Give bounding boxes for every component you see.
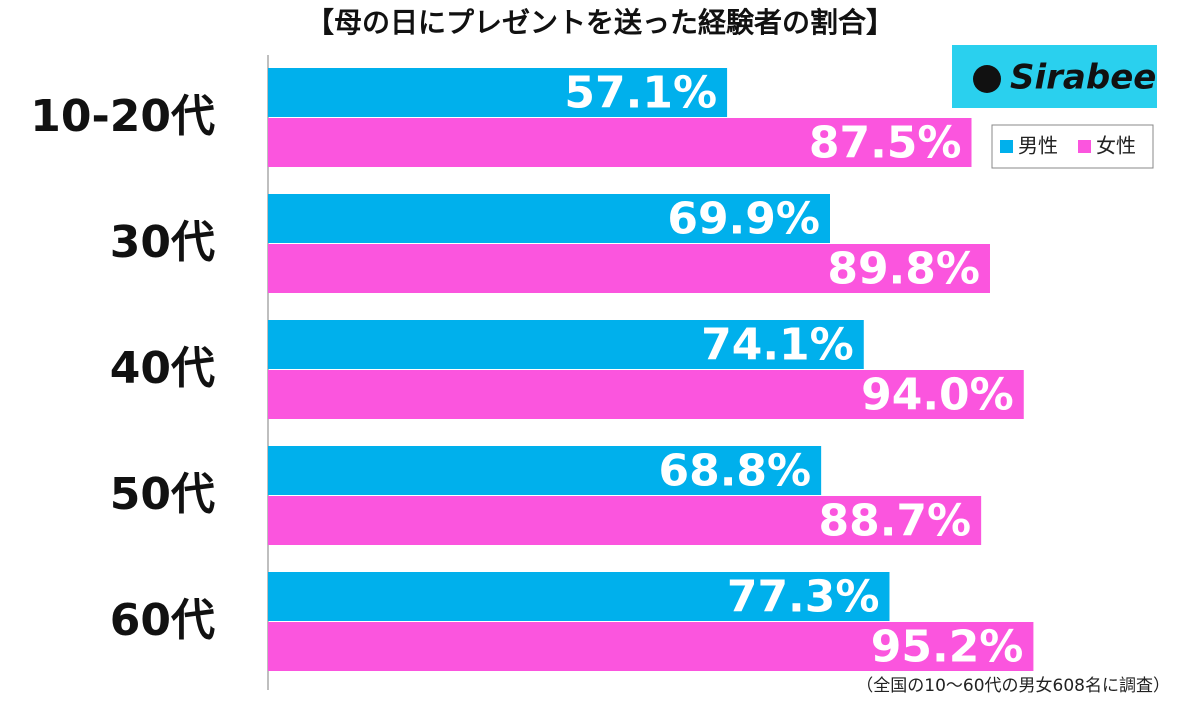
- bar: [268, 622, 1034, 671]
- legend-swatch: [1000, 140, 1013, 153]
- y-tick-label: 60代: [110, 595, 215, 646]
- y-tick-label: 40代: [110, 343, 215, 394]
- y-tick-label: 10-20代: [30, 91, 215, 142]
- y-tick-label: 30代: [110, 217, 215, 268]
- bar: [268, 496, 982, 545]
- bar: [268, 446, 822, 495]
- legend-label: 女性: [1096, 134, 1136, 158]
- chart-title: 【母の日にプレゼントを送った経験者の割合】: [306, 6, 894, 39]
- value-label: 57.1%: [564, 68, 717, 119]
- bar: [268, 194, 830, 243]
- bar: [268, 244, 990, 293]
- legend-box: [991, 124, 1154, 169]
- legend-swatch: [1078, 140, 1091, 153]
- bar: [268, 320, 864, 369]
- source-note: （全国の10〜60代の男女608名に調査）: [856, 676, 1170, 696]
- bar: [268, 370, 1024, 419]
- value-label: 87.5%: [809, 118, 962, 169]
- value-label: 95.2%: [871, 622, 1024, 673]
- y-tick-label: 50代: [110, 469, 215, 520]
- value-label: 94.0%: [861, 370, 1014, 421]
- value-label: 77.3%: [727, 572, 880, 623]
- bar: [268, 68, 728, 117]
- value-label: 74.1%: [701, 320, 854, 371]
- value-label: 88.7%: [818, 496, 971, 547]
- logo-icon: [973, 65, 1001, 93]
- legend-label: 男性: [1018, 134, 1058, 158]
- logo-text: Sirabee: [1010, 58, 1156, 98]
- value-label: 69.9%: [667, 194, 820, 245]
- bar: [268, 118, 972, 167]
- value-label: 89.8%: [827, 244, 980, 295]
- bar: [268, 572, 890, 621]
- value-label: 68.8%: [658, 446, 811, 497]
